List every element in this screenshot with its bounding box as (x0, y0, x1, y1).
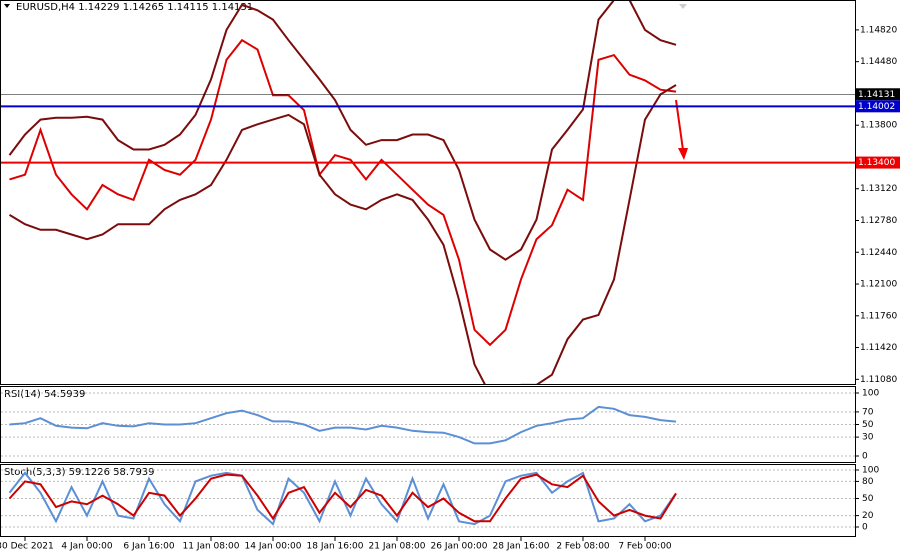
price-level-label: 1.14002 (858, 102, 895, 112)
price-level-box (856, 88, 900, 101)
plot-area (1, 392, 855, 457)
arrow-shaft (675, 99, 684, 151)
x-tick-label: 2 Feb 08:00 (556, 542, 610, 552)
x-tick-label: 14 Jan 00:00 (245, 542, 302, 552)
y-tick-label: 70 (862, 407, 874, 417)
chart-title: EURUSD,H4 1.14229 1.14265 1.14115 1.1413… (16, 2, 253, 13)
series-line (9, 38, 677, 347)
y-tick-label: 80 (862, 477, 874, 487)
y-tick-label: 1.14820 (860, 25, 897, 35)
y-tick-label: 0 (862, 523, 868, 533)
y-tick-label: 0 (862, 452, 868, 462)
y-tick-label: 20 (862, 511, 874, 521)
y-tick-label: 1.12780 (860, 216, 897, 226)
rsi-panel (0, 386, 856, 463)
y-tick-label: 1.13800 (860, 121, 897, 131)
y-tick-label: 50 (862, 494, 874, 504)
x-tick-label: 11 Jan 08:00 (183, 542, 240, 552)
x-tick-label: 21 Jan 08:00 (369, 542, 426, 552)
series-line (8, 473, 677, 523)
arrow-head (678, 148, 688, 160)
y-tick-label: 100 (862, 466, 879, 476)
main-panel (0, 0, 856, 385)
stoch-title: Stoch(5,3,3) 59.1226 58.7939 (4, 467, 155, 478)
price-level-label: 1.13400 (858, 158, 895, 168)
y-tick-label: 30 (862, 433, 874, 443)
menu-arrow[interactable] (4, 4, 10, 8)
y-tick-label: 1.13120 (860, 184, 897, 194)
y-tick-label: 1.14480 (860, 57, 897, 67)
series-line (8, 471, 677, 526)
shift-marker (679, 4, 687, 9)
x-tick-label: 18 Jan 16:00 (307, 542, 364, 552)
y-tick-label: 1.11080 (860, 375, 897, 385)
x-tick-label: 30 Dec 2021 (0, 542, 54, 552)
y-tick-label: 1.12440 (860, 248, 897, 258)
plot-area (1, 469, 855, 528)
y-tick-label: 1.12100 (860, 280, 897, 290)
y-tick-label: 1.11420 (860, 343, 897, 353)
y-tick-label: 1.11760 (860, 311, 897, 321)
price-level-box (856, 100, 900, 113)
stoch-panel (0, 464, 856, 537)
price-level-label: 1.14131 (858, 90, 895, 100)
y-tick-label: 100 (862, 389, 879, 399)
series-line (8, 84, 677, 384)
rsi-title: RSI(14) 54.5939 (4, 389, 85, 400)
x-tick-label: 6 Jan 16:00 (123, 542, 175, 552)
series-line (8, 1, 677, 261)
series-line (9, 405, 677, 445)
x-tick-label: 26 Jan 00:00 (431, 542, 488, 552)
price-level-box (856, 156, 900, 169)
x-tick-label: 4 Jan 00:00 (61, 542, 113, 552)
y-tick-label: 50 (862, 420, 874, 430)
x-tick-label: 7 Feb 00:00 (618, 542, 672, 552)
x-tick-label: 28 Jan 16:00 (493, 542, 550, 552)
plot-area (1, 1, 855, 384)
